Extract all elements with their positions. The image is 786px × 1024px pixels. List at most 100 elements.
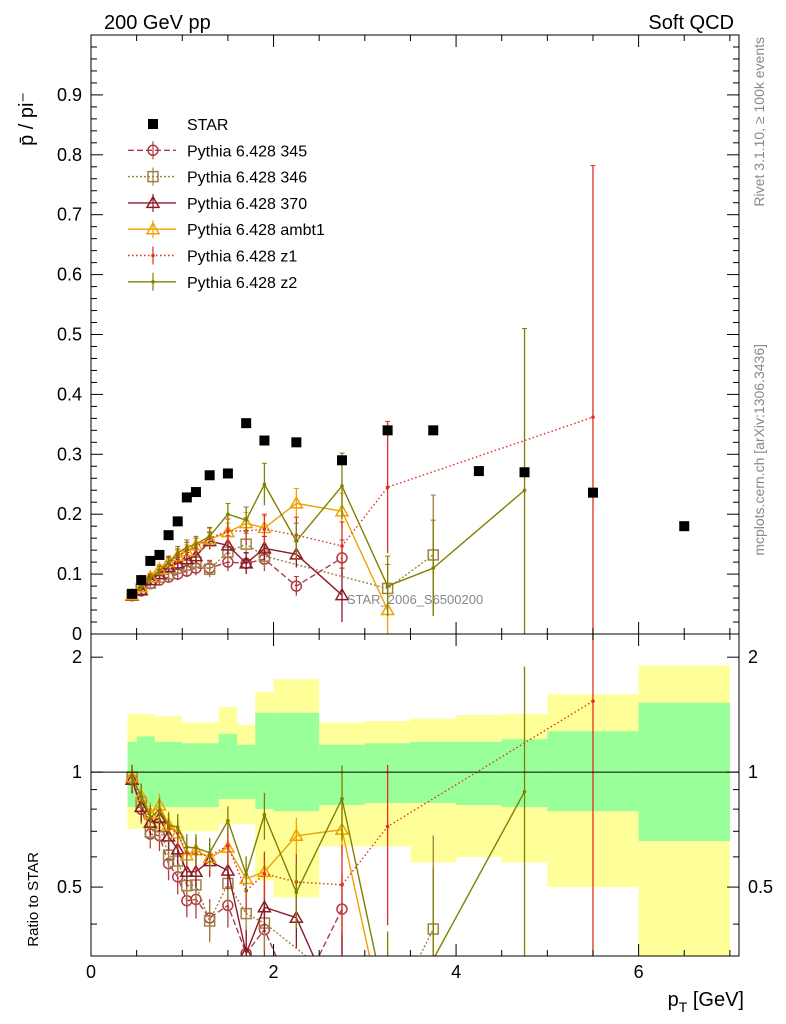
legend-marker-p345 — [147, 144, 159, 157]
legend-label-ambt1: Pythia 6.428 ambt1 — [187, 222, 325, 239]
series-z1 — [129, 165, 596, 634]
main-series-layer — [124, 165, 690, 634]
ratio-marker-z2-4 — [166, 823, 171, 827]
y-tick-label-ratio-right: 0.5 — [748, 877, 773, 897]
y-tick-label-main: 0.9 — [57, 85, 82, 105]
marker-z1-14 — [385, 485, 390, 490]
y-tick-label-main: 0 — [72, 624, 82, 644]
ratio-marker-z2-15 — [431, 957, 435, 961]
star-point-16 — [473, 466, 484, 477]
y-tick-label-ratio-right: 2 — [748, 647, 758, 667]
marker-z2-3 — [157, 569, 162, 573]
ratio-marker-z2-0 — [130, 775, 134, 779]
ratio-marker-z2-11 — [262, 812, 267, 817]
x-tick-label: 4 — [451, 962, 461, 982]
star-point-8 — [204, 470, 215, 481]
legend-item-p346: Pythia 6.428 346 — [128, 167, 307, 187]
ratio-marker-z2-9 — [226, 818, 230, 823]
star-point-13 — [336, 455, 347, 466]
y-axis-title-ratio: Ratio to STAR — [25, 852, 42, 947]
ratio-marker-z2-6 — [185, 845, 189, 849]
star-point-19 — [679, 521, 690, 532]
ratio-marker-z2-7 — [194, 846, 198, 850]
x-tick-label: 6 — [634, 962, 644, 982]
legend-marker-z1 — [151, 253, 155, 258]
ratio-uncertainty-bands — [127, 665, 730, 956]
marker-z2-8 — [207, 534, 212, 539]
y-tick-label-ratio-right: 1 — [748, 762, 758, 782]
y-tick-label-ratio: 0.5 — [57, 877, 82, 897]
y-tick-label-main: 0.4 — [57, 384, 82, 404]
ratio-series-z2 — [130, 666, 527, 1014]
legend-label-star: STAR — [187, 117, 228, 134]
y-tick-label-main: 0.2 — [57, 504, 82, 524]
legend-item-ambt1: Pythia 6.428 ambt1 — [128, 220, 325, 239]
marker-p370-6 — [179, 551, 195, 565]
marker-z2-1 — [139, 585, 143, 590]
y-tick-label-main: 0.5 — [57, 325, 82, 345]
x-tick-label: 2 — [269, 962, 279, 982]
marker-z2-6 — [185, 545, 189, 549]
legend-label-z1: Pythia 6.428 z1 — [187, 249, 297, 266]
marker-p345-12 — [290, 580, 303, 592]
marker-z2-13 — [340, 484, 344, 488]
ratio-marker-z2-14 — [386, 1010, 390, 1014]
legend-marker-ambt1 — [145, 221, 161, 235]
ratio-marker-p370-5 — [170, 841, 185, 855]
legend-item-star: STAR — [148, 117, 228, 134]
ratio-line-z1 — [131, 700, 594, 893]
marker-p370-11 — [257, 540, 272, 554]
y-axis-title-main: p̄ / pi⁻ — [16, 92, 38, 146]
band-inner-6 — [255, 712, 274, 810]
series-star — [127, 418, 690, 599]
marker-z1-15 — [591, 415, 595, 419]
legend-label-p370: Pythia 6.428 370 — [187, 196, 307, 213]
ratio-marker-p370-7 — [188, 864, 204, 877]
marker-z2-15 — [431, 566, 436, 570]
star-point-7 — [190, 487, 201, 498]
legend-marker-z2 — [151, 280, 155, 284]
marker-p346-8 — [203, 563, 216, 576]
star-point-9 — [222, 468, 233, 479]
mcplots-reference-label: mcplots.cern.ch [arXiv:1306.3436] — [751, 344, 767, 556]
ratio-marker-p370-13 — [336, 1014, 348, 1024]
marker-z2-10 — [244, 518, 248, 522]
legend-item-z1: Pythia 6.428 z1 — [128, 246, 297, 266]
legend-marker-star — [148, 119, 158, 129]
marker-z2-14 — [385, 584, 390, 588]
ratio-plot-frame — [90, 633, 740, 957]
band-inner-11 — [456, 741, 502, 806]
star-point-11 — [259, 435, 270, 446]
ratio-line-p370 — [131, 779, 315, 956]
ratio-marker-p370-1 — [133, 799, 149, 813]
y-tick-label-main: 0.1 — [57, 564, 82, 584]
ratio-marker-z1-14 — [385, 824, 390, 829]
ratio-marker-z2-3 — [157, 808, 162, 812]
marker-z2-2 — [148, 576, 153, 581]
ratio-marker-z2-12 — [294, 890, 299, 895]
y-tick-label-ratio: 1 — [72, 762, 82, 782]
y-tick-label-main: 0.8 — [57, 145, 82, 165]
marker-ambt1-1 — [133, 579, 149, 593]
ratio-marker-p346-8 — [203, 915, 216, 927]
ratio-marker-z2-5 — [175, 825, 180, 829]
legend-marker-p370 — [145, 195, 161, 209]
marker-z1-9 — [226, 529, 230, 533]
band-inner-7 — [273, 712, 320, 812]
marker-z1-13 — [340, 544, 344, 548]
marker-ambt1-12 — [289, 495, 304, 509]
star-point-3 — [154, 549, 165, 560]
marker-z2-16 — [522, 488, 527, 493]
marker-z2-9 — [226, 512, 230, 516]
legend-label-p346: Pythia 6.428 346 — [187, 170, 307, 187]
rivet-version-label: Rivet 3.1.10, ≥ 100k events — [751, 37, 767, 207]
ratio-marker-z2-10 — [244, 872, 248, 877]
ratio-marker-p370-6 — [179, 864, 195, 878]
star-point-6 — [181, 492, 192, 503]
category-label: Soft QCD — [648, 12, 734, 34]
legend-item-p370: Pythia 6.428 370 — [128, 193, 307, 213]
ratio-marker-p370-9 — [220, 863, 236, 876]
legend-item-p345: Pythia 6.428 345 — [128, 141, 307, 160]
line-z1 — [131, 416, 594, 596]
ratio-marker-z2-8 — [207, 850, 212, 855]
